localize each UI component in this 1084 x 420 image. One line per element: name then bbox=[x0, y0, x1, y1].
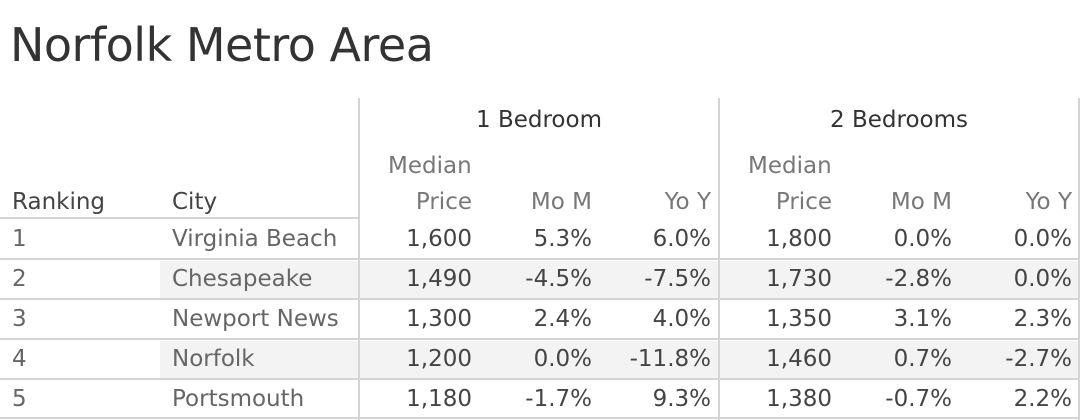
row-divider-3 bbox=[0, 338, 1080, 340]
row-5-b2-yoy: 2.2% bbox=[1013, 386, 1072, 412]
row-band-4 bbox=[160, 341, 1078, 379]
column-header-b2-price-line1: Median bbox=[748, 153, 832, 179]
row-3-b2-mom: 3.1% bbox=[893, 306, 952, 332]
row-divider-2 bbox=[0, 298, 1080, 300]
row-band-2 bbox=[160, 261, 1078, 299]
row-1-city: Virginia Beach bbox=[172, 226, 338, 252]
row-2-b1-price: 1,490 bbox=[406, 266, 472, 292]
column-header-b2-yoy: Yo Y bbox=[1025, 189, 1072, 215]
row-3-b1-mom: 2.4% bbox=[533, 306, 592, 332]
row-5-b2-price: 1,380 bbox=[766, 386, 832, 412]
row-divider-5 bbox=[0, 417, 1080, 419]
row-2-b2-price: 1,730 bbox=[766, 266, 832, 292]
row-2-b1-mom: -4.5% bbox=[525, 266, 592, 292]
row-5-b1-mom: -1.7% bbox=[525, 386, 592, 412]
row-3-b2-price: 1,350 bbox=[766, 306, 832, 332]
row-3-city: Newport News bbox=[172, 306, 339, 332]
row-1-b1-price: 1,600 bbox=[406, 226, 472, 252]
row-1-rank: 1 bbox=[12, 226, 27, 252]
row-4-b2-mom: 0.7% bbox=[893, 346, 952, 372]
row-divider-1 bbox=[0, 258, 1080, 260]
row-2-rank: 2 bbox=[12, 266, 27, 292]
column-header-city: City bbox=[172, 189, 218, 215]
column-header-b1-mom: Mo M bbox=[530, 189, 592, 215]
row-4-b1-yoy: -11.8% bbox=[629, 346, 711, 372]
row-4-b1-mom: 0.0% bbox=[533, 346, 592, 372]
row-2-b1-yoy: -7.5% bbox=[644, 266, 711, 292]
column-header-b2-price-line2: Price bbox=[775, 189, 832, 215]
row-4-rank: 4 bbox=[12, 346, 27, 372]
row-1-b1-yoy: 6.0% bbox=[652, 226, 711, 252]
group-header-1-bedroom: 1 Bedroom bbox=[476, 107, 602, 133]
row-1-b2-yoy: 0.0% bbox=[1013, 226, 1072, 252]
column-header-b2-mom: Mo M bbox=[890, 189, 952, 215]
column-header-ranking: Ranking bbox=[12, 189, 106, 215]
column-header-b1-price-line2: Price bbox=[415, 189, 472, 215]
row-4-b1-price: 1,200 bbox=[406, 346, 472, 372]
row-5-city: Portsmouth bbox=[172, 386, 305, 412]
row-3-b1-price: 1,300 bbox=[406, 306, 472, 332]
row-1-b1-mom: 5.3% bbox=[533, 226, 592, 252]
row-4-city: Norfolk bbox=[172, 346, 255, 372]
page-title: Norfolk Metro Area bbox=[10, 18, 434, 72]
row-3-rank: 3 bbox=[12, 306, 27, 332]
row-5-rank: 5 bbox=[12, 386, 27, 412]
row-5-b1-price: 1,180 bbox=[406, 386, 472, 412]
row-2-city: Chesapeake bbox=[172, 266, 313, 292]
row-5-b2-mom: -0.7% bbox=[885, 386, 952, 412]
row-4-b2-price: 1,460 bbox=[766, 346, 832, 372]
header-divider bbox=[0, 217, 358, 219]
row-1-b2-price: 1,800 bbox=[766, 226, 832, 252]
row-3-b2-yoy: 2.3% bbox=[1013, 306, 1072, 332]
row-2-b2-mom: -2.8% bbox=[885, 266, 952, 292]
column-header-b1-yoy: Yo Y bbox=[664, 189, 711, 215]
row-4-b2-yoy: -2.7% bbox=[1005, 346, 1072, 372]
group-header-2-bedrooms: 2 Bedrooms bbox=[830, 107, 968, 133]
row-divider-4 bbox=[0, 378, 1080, 380]
row-5-b1-yoy: 9.3% bbox=[652, 386, 711, 412]
row-3-b1-yoy: 4.0% bbox=[652, 306, 711, 332]
row-2-b2-yoy: 0.0% bbox=[1013, 266, 1072, 292]
column-header-b1-price-line1: Median bbox=[388, 153, 472, 179]
row-1-b2-mom: 0.0% bbox=[893, 226, 952, 252]
